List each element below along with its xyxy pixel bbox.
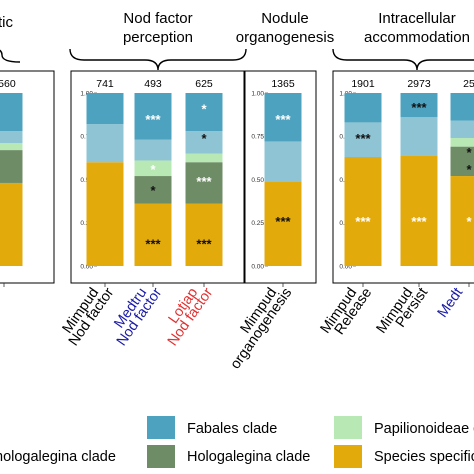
- significance-marker: ***: [196, 237, 212, 252]
- header-left-partial: tic: [0, 14, 14, 31]
- brace-intracellular: [332, 48, 474, 71]
- brace-left: [0, 49, 21, 63]
- legend-label-papilionoideae: Papilionoideae da: [374, 421, 474, 437]
- bar-segment-species-specific: [86, 162, 124, 266]
- bar-segment-hologalegina: [134, 176, 172, 204]
- legend-swatch-fabales: [147, 416, 175, 439]
- significance-marker: ***: [355, 131, 371, 146]
- bar-segment-fabales: [0, 93, 23, 132]
- bar-count-label: 2973: [407, 78, 431, 90]
- y-tick-label: 0.75: [251, 134, 264, 141]
- bar-segment-fabales-light: [86, 124, 124, 163]
- bar-segment-papilionoideae: [0, 143, 23, 151]
- x-category-label: Lotjap: [0, 285, 1, 327]
- bar-segment-species-specific: [344, 157, 382, 266]
- bar-segment-fabales-light: [344, 122, 382, 158]
- significance-marker: *: [466, 145, 472, 160]
- bar-segment-fabales-light: [450, 120, 474, 138]
- bar-segment-fabales: [344, 93, 382, 123]
- y-tick-label: 0.00: [251, 263, 264, 270]
- legend-swatch-species-specific: [334, 445, 362, 468]
- significance-marker: ***: [145, 112, 161, 127]
- bar-count-label: 6560: [0, 78, 16, 90]
- significance-marker: *: [150, 162, 156, 177]
- bar-segment-fabales: [264, 93, 302, 142]
- legend-label-species-specific: Species specific L: [374, 449, 474, 465]
- legend-label-hologalegina: Hologalegina clade: [187, 449, 310, 465]
- bar-count-label: 741: [96, 78, 114, 90]
- bar-count-label: 25: [463, 78, 474, 90]
- header-nodule-line1: Nodule: [261, 10, 309, 27]
- brace-nod-factor: [69, 48, 247, 71]
- bar-segment-fabales: [185, 93, 223, 132]
- y-tick-label: 1.00: [251, 90, 264, 97]
- significance-marker: *: [466, 162, 472, 177]
- significance-marker: ***: [411, 100, 427, 115]
- header-intracellular-line2: accommodation: [364, 29, 470, 46]
- y-tick-label: 0.00: [80, 263, 93, 270]
- bar-segment-species-specific: [400, 155, 438, 266]
- header-intracellular-line1: Intracellular: [378, 10, 456, 27]
- y-tick-label: 0.50: [251, 177, 264, 184]
- bar-segment-species-specific: [0, 182, 23, 266]
- bar-count-label: 1365: [271, 78, 295, 90]
- bar-count-label: 625: [195, 78, 213, 90]
- header-nod-factor-line1: Nod factor: [123, 10, 192, 27]
- bar-segment-fabales: [134, 93, 172, 140]
- legend-label-hologalegina-partial: hologalegina clade: [0, 449, 116, 465]
- bar-segment-species-specific: [450, 176, 474, 266]
- significance-marker: ***: [411, 214, 427, 229]
- bar-count-label: 493: [144, 78, 162, 90]
- bar-segment-species-specific: [185, 203, 223, 266]
- bar-segment-hologalegina: [185, 162, 223, 204]
- significance-marker: *: [201, 102, 207, 117]
- header-nodule-line2: organogenesis: [236, 29, 334, 46]
- y-tick-label: 0.25: [251, 220, 264, 227]
- significance-marker: ***: [355, 214, 371, 229]
- bar-segment-fabales-light: [400, 117, 438, 156]
- bar-segment-papilionoideae: [450, 137, 474, 147]
- significance-marker: ***: [275, 112, 291, 127]
- bar-segment-species-specific: [134, 203, 172, 266]
- legend-swatch-papilionoideae: [334, 416, 362, 439]
- bar-segment-fabales-light: [185, 131, 223, 154]
- bar-segment-species-specific: [264, 181, 302, 266]
- significance-marker: ***: [196, 174, 212, 189]
- legend-label-fabales: Fabales clade: [187, 421, 277, 437]
- bar-segment-hologalegina: [450, 146, 474, 177]
- bar-segment-fabales: [450, 93, 474, 121]
- bar-segment-fabales: [400, 93, 438, 118]
- panel-frame-3: [332, 70, 474, 284]
- bar-segment-fabales-light: [0, 131, 23, 144]
- bar-segment-fabales: [86, 93, 124, 125]
- significance-marker: ***: [275, 214, 291, 229]
- legend: Fabales clade Papilionoideae da hologale…: [0, 416, 474, 468]
- bar-segment-fabales-light: [264, 141, 302, 182]
- y-tick-label: 0.00: [339, 263, 352, 270]
- significance-marker: ***: [145, 237, 161, 252]
- bar-segment-papilionoideae: [134, 160, 172, 177]
- legend-swatch-hologalegina: [147, 445, 175, 468]
- header-nod-factor-line2: perception: [123, 29, 193, 46]
- panel-frame-1: [70, 70, 246, 284]
- significance-marker: *: [201, 131, 207, 146]
- x-category-label: Medt: [435, 285, 467, 321]
- significance-marker: *: [466, 214, 472, 229]
- panel-frame-2: [243, 70, 317, 284]
- bar-segment-fabales-light: [134, 139, 172, 161]
- bar-count-label: 1901: [351, 78, 375, 90]
- panel-frame-0: [0, 70, 55, 284]
- bar-segment-papilionoideae: [185, 153, 223, 163]
- bar-segment-hologalegina: [0, 150, 23, 183]
- significance-marker: *: [150, 183, 156, 198]
